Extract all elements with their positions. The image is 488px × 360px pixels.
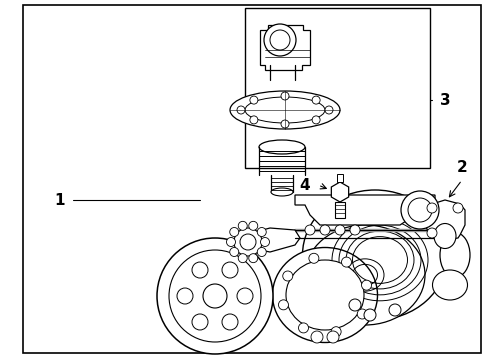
Circle shape bbox=[361, 280, 371, 290]
Circle shape bbox=[238, 221, 247, 230]
Circle shape bbox=[452, 203, 462, 213]
Circle shape bbox=[426, 203, 436, 213]
Text: 4: 4 bbox=[299, 177, 310, 193]
Ellipse shape bbox=[285, 260, 363, 330]
Bar bbox=[244, 8, 429, 168]
Circle shape bbox=[248, 221, 257, 230]
Circle shape bbox=[229, 247, 238, 256]
Polygon shape bbox=[249, 228, 299, 252]
Circle shape bbox=[281, 92, 288, 100]
Circle shape bbox=[264, 24, 295, 56]
Circle shape bbox=[238, 254, 247, 263]
Circle shape bbox=[237, 106, 244, 114]
Circle shape bbox=[237, 288, 252, 304]
Bar bbox=[336, 174, 342, 182]
Circle shape bbox=[192, 314, 207, 330]
Circle shape bbox=[348, 299, 360, 311]
Circle shape bbox=[157, 238, 272, 354]
Circle shape bbox=[257, 228, 265, 237]
Circle shape bbox=[269, 30, 289, 50]
Circle shape bbox=[249, 96, 257, 104]
Circle shape bbox=[282, 271, 292, 281]
Circle shape bbox=[222, 314, 238, 330]
Circle shape bbox=[226, 238, 235, 247]
Circle shape bbox=[357, 309, 366, 319]
Circle shape bbox=[260, 238, 269, 247]
Circle shape bbox=[341, 257, 351, 267]
Circle shape bbox=[325, 106, 332, 114]
Circle shape bbox=[203, 284, 226, 308]
Ellipse shape bbox=[439, 233, 469, 278]
Circle shape bbox=[169, 250, 261, 342]
Ellipse shape bbox=[259, 140, 305, 154]
Ellipse shape bbox=[407, 198, 431, 222]
Ellipse shape bbox=[270, 188, 292, 196]
Text: 3: 3 bbox=[439, 93, 449, 108]
Circle shape bbox=[234, 228, 262, 256]
Circle shape bbox=[248, 254, 257, 263]
Circle shape bbox=[305, 225, 314, 235]
Ellipse shape bbox=[433, 224, 455, 248]
Circle shape bbox=[330, 327, 341, 337]
Circle shape bbox=[177, 288, 193, 304]
Circle shape bbox=[326, 331, 338, 343]
Circle shape bbox=[278, 300, 288, 310]
Text: 1: 1 bbox=[55, 193, 65, 207]
Ellipse shape bbox=[229, 91, 339, 129]
Ellipse shape bbox=[244, 97, 325, 123]
Circle shape bbox=[388, 304, 400, 316]
Ellipse shape bbox=[400, 191, 438, 229]
Circle shape bbox=[334, 225, 345, 235]
Ellipse shape bbox=[302, 190, 447, 320]
Circle shape bbox=[363, 309, 375, 321]
Circle shape bbox=[311, 116, 320, 124]
Circle shape bbox=[240, 234, 256, 250]
Circle shape bbox=[192, 262, 207, 278]
Circle shape bbox=[349, 225, 359, 235]
Polygon shape bbox=[260, 25, 309, 70]
Circle shape bbox=[319, 225, 329, 235]
Polygon shape bbox=[331, 182, 348, 202]
Text: 2: 2 bbox=[456, 159, 467, 175]
Circle shape bbox=[298, 323, 308, 333]
Circle shape bbox=[281, 120, 288, 128]
Circle shape bbox=[311, 96, 320, 104]
Ellipse shape bbox=[272, 248, 377, 342]
Circle shape bbox=[229, 228, 238, 237]
Circle shape bbox=[308, 253, 318, 263]
Circle shape bbox=[257, 247, 265, 256]
Ellipse shape bbox=[305, 225, 424, 325]
Circle shape bbox=[249, 116, 257, 124]
Circle shape bbox=[426, 228, 436, 238]
Ellipse shape bbox=[431, 270, 467, 300]
Polygon shape bbox=[294, 195, 434, 225]
Circle shape bbox=[222, 262, 238, 278]
Circle shape bbox=[310, 331, 323, 343]
Bar bbox=[334, 202, 345, 218]
Polygon shape bbox=[424, 200, 464, 240]
